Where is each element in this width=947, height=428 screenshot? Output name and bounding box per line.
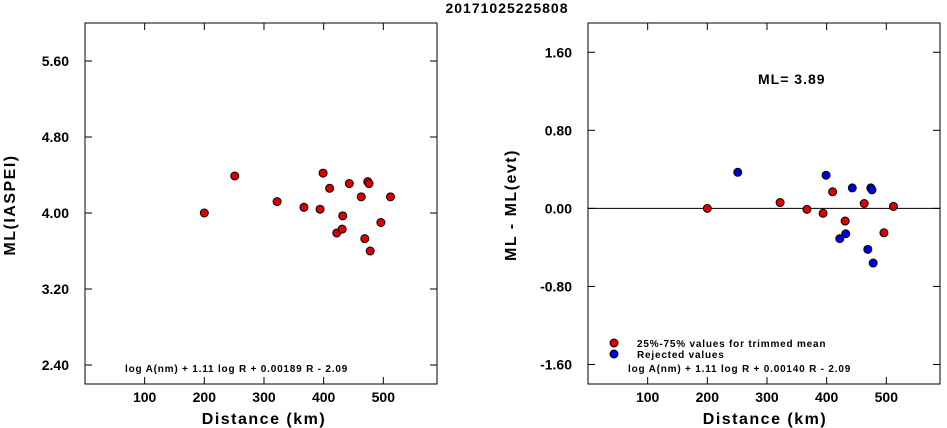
left-plot-frame	[84, 22, 438, 385]
left-data-point-series-0	[364, 179, 374, 189]
legend: 25%-75% values for trimmed mean Rejected…	[609, 338, 826, 361]
right-y-ticks: -1.60 -0.80 0.00 0.80 1.60	[540, 44, 940, 372]
left-y-tick-label: 4.80	[42, 129, 69, 145]
left-data-point-series-0	[199, 208, 209, 218]
right-y-tick-label: 0.80	[545, 122, 572, 138]
right-data-point-series-0	[840, 216, 850, 226]
left-data-point-series-0	[376, 218, 386, 227]
left-data-point-series-0	[299, 202, 309, 212]
right-data-point-series-1	[868, 258, 878, 268]
right-data-point-series-0	[859, 199, 869, 208]
legend-label-rejected: Rejected values	[637, 350, 725, 361]
left-formula: log A(nm) + 1.11 log R + 0.00189 R - 2.0…	[125, 364, 348, 375]
left-y-tick-label: 5.60	[42, 53, 69, 69]
right-data-point-series-0	[879, 228, 889, 238]
legend-label-trimmed: 25%-75% values for trimmed mean	[637, 339, 826, 350]
right-data-point-series-1	[863, 244, 873, 254]
right-x-ticks: 100 200 300 400 500	[636, 23, 898, 405]
right-y-tick-label: -0.80	[540, 278, 572, 294]
right-data-point-series-0	[802, 204, 812, 214]
right-data-point-series-1	[867, 185, 877, 195]
legend-marker-trimmed	[609, 338, 619, 348]
right-data-point-series-0	[775, 198, 785, 208]
left-x-tick-label: 400	[312, 389, 336, 405]
right-x-axis-title: Distance (km)	[703, 411, 827, 428]
left-data-point-series-0	[325, 183, 335, 193]
left-y-tick-label: 2.40	[42, 357, 69, 373]
chart-title: 20171025225808	[445, 0, 568, 16]
left-y-tick-label: 4.00	[42, 205, 69, 221]
right-formula: log A(nm) + 1.11 log R + 0.00140 R - 2.0…	[628, 364, 851, 375]
legend-marker-rejected	[609, 349, 619, 359]
right-panel: ML= 3.89 25%-75% values for trimmed mean…	[503, 22, 941, 428]
right-data-point-series-0	[818, 208, 828, 218]
right-y-tick-label: 1.60	[545, 44, 572, 60]
left-x-tick-label: 100	[133, 389, 157, 405]
left-data-point-series-0	[318, 168, 328, 178]
right-x-tick-label: 400	[815, 389, 839, 405]
left-x-tick-label: 500	[372, 389, 396, 405]
right-data-point-series-0	[702, 203, 712, 213]
left-data-point-series-0	[337, 224, 347, 234]
left-x-axis-title: Distance (km)	[202, 411, 326, 428]
left-data-point-series-0	[338, 211, 348, 221]
left-data-points	[199, 168, 395, 256]
right-data-points	[702, 167, 898, 268]
right-x-tick-label: 300	[755, 389, 779, 405]
left-y-ticks: 2.40 3.20 4.00 4.80 5.60	[42, 53, 437, 373]
right-data-point-series-1	[841, 229, 851, 239]
left-data-point-series-0	[315, 204, 325, 214]
right-data-point-series-0	[888, 201, 898, 211]
left-data-point-series-0	[272, 197, 282, 207]
right-y-axis-title: ML - ML(evt)	[503, 149, 520, 261]
left-data-point-series-0	[344, 179, 354, 189]
left-x-tick-label: 300	[252, 389, 276, 405]
left-y-axis-title: ML(IASPEI)	[2, 154, 19, 255]
left-data-point-series-0	[385, 192, 395, 202]
left-y-tick-label: 3.20	[42, 281, 69, 297]
left-data-point-series-0	[356, 192, 366, 202]
left-panel: log A(nm) + 1.11 log R + 0.00189 R - 2.0…	[2, 22, 438, 428]
right-x-tick-label: 200	[696, 389, 720, 405]
right-x-tick-label: 500	[875, 389, 899, 405]
left-x-tick-label: 200	[193, 389, 217, 405]
left-x-ticks: 100 200 300 400 500	[133, 23, 395, 405]
ml-annotation: ML= 3.89	[758, 71, 826, 87]
right-data-point-series-1	[821, 170, 831, 180]
left-data-point-series-0	[360, 234, 370, 244]
right-data-point-series-1	[733, 167, 743, 177]
right-data-point-series-1	[847, 183, 857, 193]
right-data-point-series-1	[835, 234, 845, 244]
left-data-point-series-0	[365, 246, 375, 256]
right-y-tick-label: -1.60	[540, 356, 572, 372]
right-data-point-series-0	[828, 187, 838, 197]
left-data-point-series-0	[230, 171, 240, 181]
right-plot-frame	[587, 22, 941, 385]
right-x-tick-label: 100	[636, 389, 660, 405]
right-y-tick-label: 0.00	[545, 200, 572, 216]
